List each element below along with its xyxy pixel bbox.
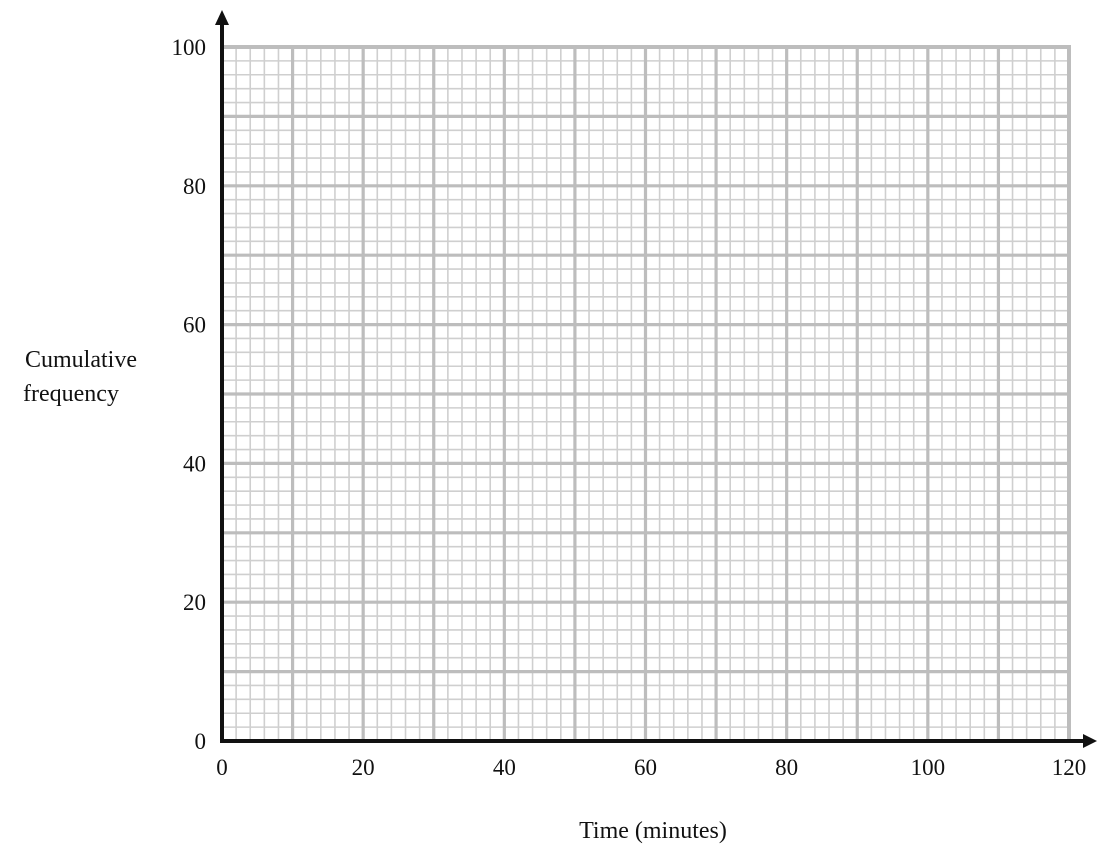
y-tick-label: 60 (183, 313, 206, 338)
axes (215, 10, 1097, 748)
y-tick-labels: 0 20 40 60 80 100 (172, 35, 207, 754)
y-axis-title-line-2: frequency (23, 381, 119, 407)
y-tick-label: 80 (183, 174, 206, 199)
x-axis-arrow (1083, 734, 1097, 748)
x-tick-label: 80 (775, 755, 798, 780)
y-tick-label: 0 (195, 729, 207, 754)
y-tick-label: 20 (183, 590, 206, 615)
y-tick-label: 40 (183, 451, 206, 476)
x-tick-label: 120 (1052, 755, 1087, 780)
x-tick-label: 60 (634, 755, 657, 780)
y-axis-title-line-1: Cumulative (25, 347, 137, 373)
y-axis-arrow (215, 10, 229, 25)
y-tick-label: 100 (172, 35, 207, 60)
x-axis-title: Time (minutes) (579, 818, 727, 844)
x-tick-label: 20 (352, 755, 375, 780)
x-tick-label: 40 (493, 755, 516, 780)
x-tick-label: 100 (911, 755, 946, 780)
x-tick-labels: 0 20 40 60 80 100 120 (216, 755, 1086, 780)
x-tick-label: 0 (216, 755, 228, 780)
